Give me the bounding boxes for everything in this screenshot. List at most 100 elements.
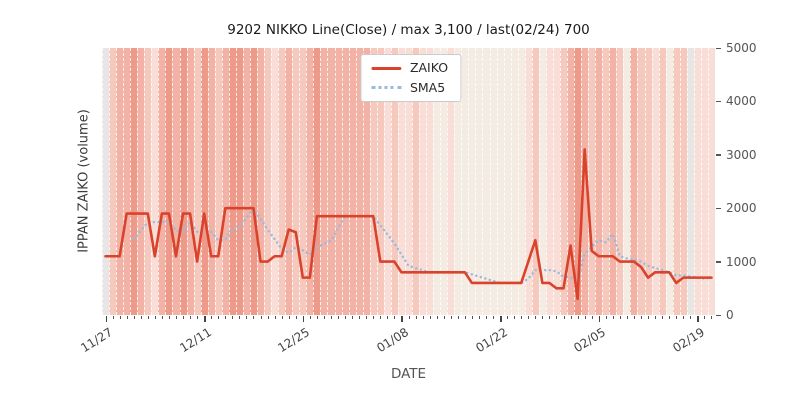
x-tick-minor	[316, 316, 318, 319]
day-stripe	[109, 48, 117, 315]
day-stripe	[348, 48, 357, 315]
day-stripe	[419, 48, 427, 315]
x-tick-minor	[457, 316, 459, 319]
day-stripe	[249, 48, 258, 315]
sma5-line-swatch	[370, 86, 401, 90]
legend-label-sma5: SMA5	[409, 79, 446, 95]
x-tick-minor	[211, 316, 213, 319]
day-stripe	[369, 48, 378, 315]
x-tick-minor	[126, 316, 128, 319]
x-tick-label: 02/19	[670, 325, 707, 356]
x-tick-minor	[514, 316, 516, 319]
x-tick-minor	[246, 316, 248, 319]
day-stripe	[390, 48, 399, 315]
x-tick-minor	[422, 316, 424, 319]
day-stripe	[404, 48, 413, 315]
x-tick-minor	[633, 316, 635, 319]
day-stripe	[264, 48, 272, 315]
day-stripe	[517, 48, 526, 315]
day-stripe	[334, 48, 343, 315]
day-stripe	[503, 48, 512, 315]
x-tick-minor	[584, 316, 586, 319]
day-stripe	[679, 48, 688, 315]
day-stripe	[102, 48, 110, 315]
day-stripe	[461, 48, 469, 315]
x-tick-minor	[119, 316, 121, 319]
day-stripe	[130, 48, 138, 315]
x-tick-minor	[140, 316, 142, 319]
day-stripe	[313, 48, 321, 315]
x-tick-minor	[288, 316, 290, 319]
x-tick-major	[401, 316, 403, 322]
x-tick-minor	[429, 316, 431, 319]
x-tick-minor	[655, 316, 657, 319]
day-stripe	[644, 48, 653, 315]
y-tick-mark	[716, 207, 721, 210]
x-tick-minor	[183, 316, 185, 319]
x-tick-label: 02/05	[571, 325, 609, 356]
day-stripe	[524, 48, 533, 315]
y-tick-label: 5000	[726, 41, 757, 55]
x-tick-minor	[521, 316, 523, 319]
x-tick-minor	[154, 316, 156, 319]
y-tick-mark	[716, 47, 721, 49]
y-tick-label: 1000	[726, 254, 757, 269]
x-tick-minor	[464, 316, 466, 319]
plot-area: ZAIKO SMA5	[102, 48, 715, 315]
x-tick-minor	[542, 316, 544, 319]
day-stripe	[151, 48, 159, 315]
x-tick-minor	[669, 316, 671, 319]
day-stripe	[214, 48, 223, 315]
day-stripe	[433, 48, 441, 315]
day-stripe	[574, 48, 582, 315]
x-tick-minor	[493, 316, 495, 319]
day-stripe	[616, 48, 624, 315]
x-tick-major	[204, 316, 206, 322]
day-stripe	[447, 48, 455, 315]
x-tick-minor	[359, 316, 361, 319]
x-tick-minor	[507, 316, 509, 319]
x-tick-major	[697, 316, 699, 322]
x-tick-minor	[239, 316, 241, 319]
day-stripe	[510, 48, 519, 315]
y-tick-mark	[716, 100, 721, 103]
x-tick-minor	[549, 316, 551, 319]
day-stripe	[412, 48, 420, 315]
x-tick-label: 12/11	[176, 325, 214, 356]
x-tick-minor	[112, 316, 114, 319]
x-tick-minor	[175, 316, 177, 319]
x-tick-minor	[563, 316, 565, 319]
x-tick-minor	[577, 316, 579, 319]
day-stripe	[468, 48, 476, 315]
day-stripe	[179, 48, 188, 315]
x-axis: 11/27 12/11 12/25 01/08 01/22 02/05 02/19	[78, 315, 715, 395]
x-tick-minor	[330, 316, 332, 319]
x-tick-minor	[147, 316, 149, 319]
x-tick-minor	[352, 316, 354, 319]
x-tick-minor	[535, 316, 537, 319]
y-tick-mark	[716, 261, 721, 263]
x-tick-minor	[232, 316, 234, 319]
x-tick-minor	[662, 316, 664, 319]
day-stripe	[116, 48, 124, 315]
day-stripe	[672, 48, 681, 315]
day-stripe	[123, 48, 131, 315]
sma5-line	[132, 206, 713, 285]
x-tick-minor	[274, 316, 276, 319]
x-tick-minor	[619, 316, 621, 319]
x-tick-minor	[683, 316, 685, 319]
day-stripe	[588, 48, 596, 315]
day-stripe	[320, 48, 328, 315]
x-tick-minor	[309, 316, 311, 319]
y-tick-label: 0	[726, 308, 734, 322]
day-stripe	[637, 48, 646, 315]
x-tick-label: 12/25	[275, 325, 313, 356]
day-stripe	[602, 48, 610, 315]
x-tick-minor	[450, 316, 452, 319]
day-stripe	[489, 48, 498, 315]
x-tick-minor	[373, 316, 375, 319]
day-stripe	[545, 48, 554, 315]
day-stripe	[376, 48, 385, 315]
x-tick-minor	[161, 316, 163, 319]
day-stripe	[172, 48, 180, 315]
